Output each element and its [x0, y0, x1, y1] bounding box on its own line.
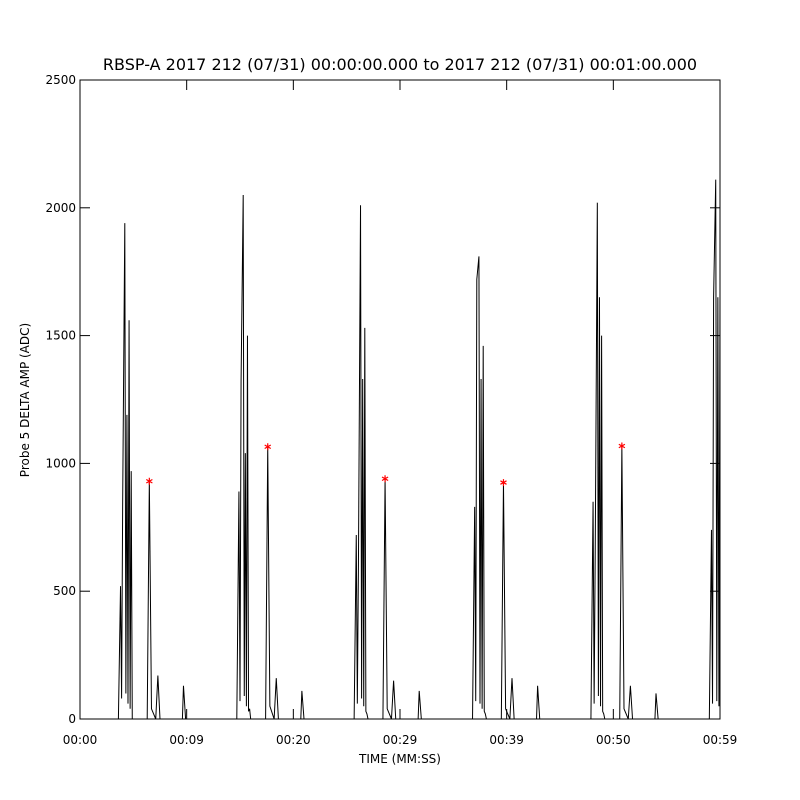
- data-line: [80, 179, 721, 720]
- x-tick-label: 00:09: [169, 733, 204, 747]
- y-tick-label: 1000: [45, 456, 76, 470]
- x-tick-label: 00:00: [63, 733, 98, 747]
- y-tick-label: 2000: [45, 201, 76, 215]
- star-marker: [264, 443, 272, 451]
- x-tick-label: 00:39: [489, 733, 524, 747]
- x-tick-label: 00:20: [276, 733, 311, 747]
- x-axis-label: TIME (MM:SS): [358, 752, 441, 766]
- star-marker: [381, 475, 389, 483]
- y-axis-label: Probe 5 DELTA AMP (ADC): [18, 323, 32, 477]
- star-marker: [500, 479, 507, 487]
- x-tick-label: 00:59: [703, 733, 738, 747]
- y-tick-label: 500: [53, 584, 76, 598]
- star-marker: [145, 477, 153, 485]
- y-tick-label: 1500: [45, 329, 76, 343]
- y-tick-label: 2500: [45, 73, 76, 87]
- x-tick-label: 00:50: [596, 733, 631, 747]
- chart-title: RBSP-A 2017 212 (07/31) 00:00:00.000 to …: [103, 55, 697, 74]
- y-tick-label: 0: [68, 712, 76, 726]
- x-tick-label: 00:29: [383, 733, 418, 747]
- star-marker: [618, 442, 626, 450]
